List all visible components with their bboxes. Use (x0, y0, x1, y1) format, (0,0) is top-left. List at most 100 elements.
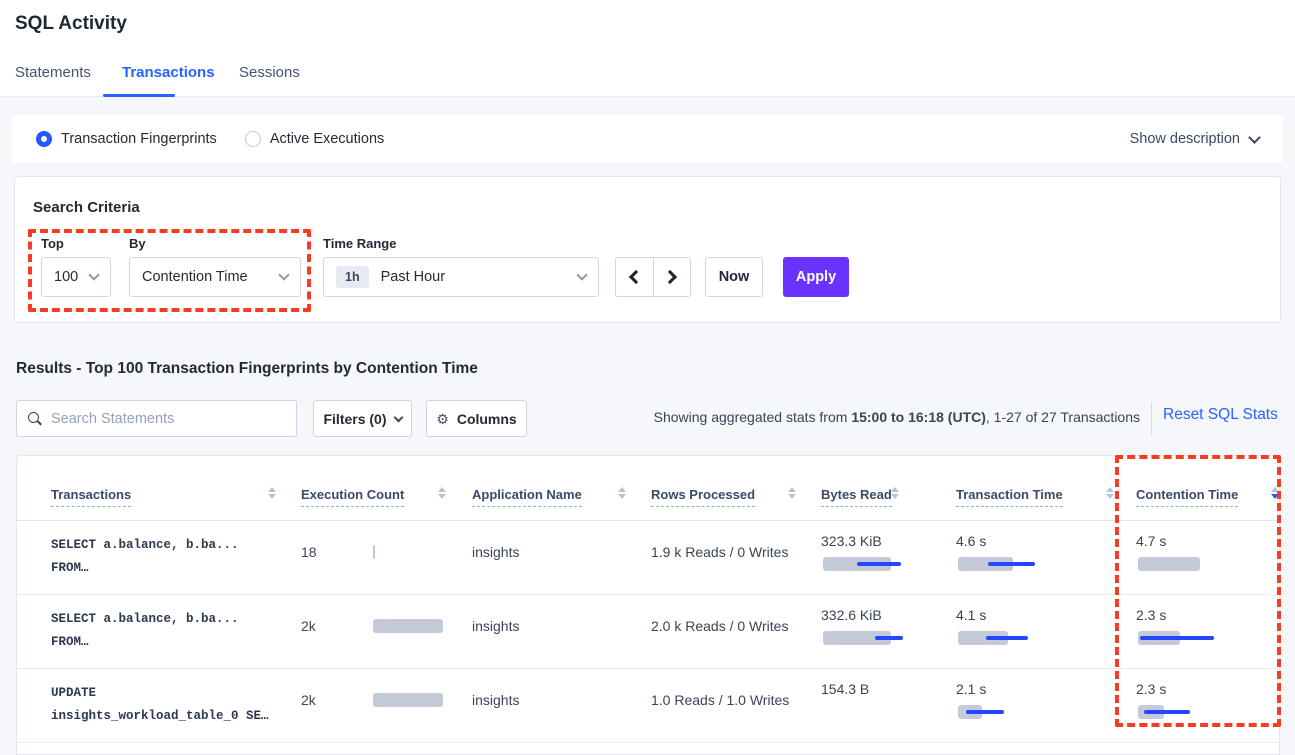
time-range-value: Past Hour (380, 269, 446, 285)
bytes-read-value: 332.6 KiB (821, 607, 882, 623)
sort-icon-contention-time-desc[interactable] (1271, 487, 1279, 499)
contention-time-stddev-line (1140, 636, 1214, 640)
column-header-transaction-time[interactable]: Transaction Time (956, 487, 1063, 507)
rows-processed-value: 2.0 k Reads / 0 Writes (651, 618, 789, 634)
execution-count-bar (373, 693, 443, 707)
sort-icon-rows-processed[interactable] (788, 487, 796, 499)
time-range-badge: 1h (336, 266, 369, 288)
table-row: SELECT a.balance, b.ba... FROM… 2k insigh… (17, 595, 1279, 669)
sort-icon-transactions[interactable] (268, 487, 276, 499)
search-statements-box (16, 400, 297, 437)
execution-count-bar (373, 619, 443, 633)
table-row: SELECT a.balance, b.ba... FROM… 18 insigh… (17, 521, 1279, 595)
apply-button[interactable]: Apply (783, 257, 849, 297)
show-description-toggle[interactable]: Show description (1129, 130, 1261, 147)
search-criteria-panel: Search Criteria Top 100 By Contention Ti… (14, 176, 1281, 323)
transaction-fingerprint-link[interactable]: SELECT a.balance, b.ba... FROM… (51, 534, 239, 580)
chevron-down-icon (1248, 130, 1261, 144)
sort-icon-application-name[interactable] (618, 487, 626, 499)
transaction-fingerprint-link[interactable]: UPDATE insights_workload_table_0 SE… (51, 682, 269, 728)
column-header-application-name[interactable]: Application Name (472, 487, 582, 507)
table-row: UPDATE insights_workload_table_0 SE… 2k i… (17, 669, 1279, 743)
now-button[interactable]: Now (705, 257, 763, 297)
results-heading: Results - Top 100 Transaction Fingerprin… (16, 360, 478, 377)
by-select-value: Contention Time (142, 269, 248, 285)
tab-sessions[interactable]: Sessions (239, 64, 300, 81)
column-label: Application Name (472, 487, 582, 507)
rows-processed-value: 1.9 k Reads / 0 Writes (651, 544, 789, 560)
sql-line-1: UPDATE (51, 686, 97, 700)
column-label: Transactions (51, 487, 132, 507)
table-header: Transactions Execution Count Application… (17, 456, 1279, 521)
sort-icon-execution-count[interactable] (438, 487, 446, 499)
previous-time-button[interactable] (616, 258, 654, 296)
radio-unselected-icon (244, 131, 261, 147)
search-statements-input[interactable] (51, 410, 286, 427)
column-header-execution-count[interactable]: Execution Count (301, 487, 405, 507)
contention-time-bar (1138, 557, 1200, 571)
bytes-read-value: 323.3 KiB (821, 533, 882, 549)
chevron-left-icon (629, 269, 644, 285)
radio-label: Active Executions (269, 131, 385, 147)
search-criteria-heading: Search Criteria (33, 199, 140, 216)
time-range-label: Time Range (323, 236, 397, 251)
transaction-time-value: 4.1 s (956, 607, 987, 623)
transaction-time-value: 2.1 s (956, 681, 987, 697)
tab-statements[interactable]: Statements (15, 64, 91, 81)
show-description-label: Show description (1129, 131, 1240, 147)
sql-line-2: insights_workload_table_0 SE… (51, 709, 269, 723)
execution-count-value: 18 (301, 544, 317, 560)
application-name-value: insights (472, 692, 520, 708)
chevron-down-icon (576, 269, 588, 281)
radio-active-executions[interactable]: Active Executions (244, 131, 385, 147)
top-label: Top (41, 236, 64, 251)
top-select-value: 100 (54, 269, 79, 285)
reset-sql-stats-link[interactable]: Reset SQL Stats (1163, 406, 1278, 423)
gear-icon: ⚙ (436, 410, 449, 427)
view-toggle-bar: Transaction Fingerprints Active Executio… (12, 115, 1283, 163)
transactions-table: Transactions Execution Count Application… (16, 455, 1280, 755)
chevron-right-icon (662, 269, 677, 285)
sql-line-1: SELECT a.balance, b.ba... (51, 538, 239, 552)
filters-button[interactable]: Filters (0) (313, 400, 412, 437)
radio-transaction-fingerprints[interactable]: Transaction Fingerprints (36, 131, 217, 147)
rows-processed-value: 1.0 Reads / 1.0 Writes (651, 692, 790, 708)
transaction-time-bar (958, 631, 1008, 645)
column-label: Transaction Time (956, 487, 1063, 507)
columns-label: Columns (456, 410, 517, 427)
radio-label: Transaction Fingerprints (61, 131, 217, 147)
filters-label: Filters (0) (323, 410, 387, 427)
toolbar-divider (1151, 402, 1152, 435)
column-header-bytes-read[interactable]: Bytes Read (821, 487, 892, 507)
bytes-read-value: 154.3 B (821, 681, 870, 697)
by-select[interactable]: Contention Time (129, 257, 301, 297)
aggregated-stats-text: Showing aggregated stats from 15:00 to 1… (654, 409, 1140, 425)
column-header-contention-time[interactable]: Contention Time (1136, 487, 1239, 507)
time-range-select[interactable]: 1h Past Hour (323, 257, 599, 297)
time-range-arrows (615, 257, 691, 297)
top-select[interactable]: 100 (41, 257, 111, 297)
sort-icon-bytes-read[interactable] (891, 487, 899, 499)
column-label: Rows Processed (651, 487, 756, 507)
stats-time-range: 15:00 to 16:18 (UTC) (851, 409, 986, 425)
contention-time-value: 2.3 s (1136, 607, 1167, 623)
transaction-time-value: 4.6 s (956, 533, 987, 549)
column-header-transactions[interactable]: Transactions (51, 487, 132, 507)
column-label: Bytes Read (821, 487, 892, 507)
by-label: By (129, 236, 146, 251)
column-header-rows-processed[interactable]: Rows Processed (651, 487, 756, 507)
column-label: Contention Time (1136, 487, 1239, 507)
execution-count-value: 2k (301, 618, 316, 634)
page-title: SQL Activity (15, 13, 127, 34)
contention-time-value: 2.3 s (1136, 681, 1167, 697)
tab-transactions[interactable]: Transactions (122, 64, 215, 81)
bytes-read-stddev-line (857, 562, 901, 566)
stats-prefix: Showing aggregated stats from (653, 409, 852, 425)
sort-icon-transaction-time[interactable] (1106, 487, 1114, 499)
transaction-fingerprint-link[interactable]: SELECT a.balance, b.ba... FROM… (51, 608, 239, 654)
columns-button[interactable]: ⚙ Columns (426, 400, 527, 437)
sql-line-2: FROM… (51, 561, 89, 575)
next-time-button[interactable] (654, 258, 691, 296)
contention-time-value: 4.7 s (1136, 533, 1167, 549)
execution-count-value: 2k (301, 692, 316, 708)
